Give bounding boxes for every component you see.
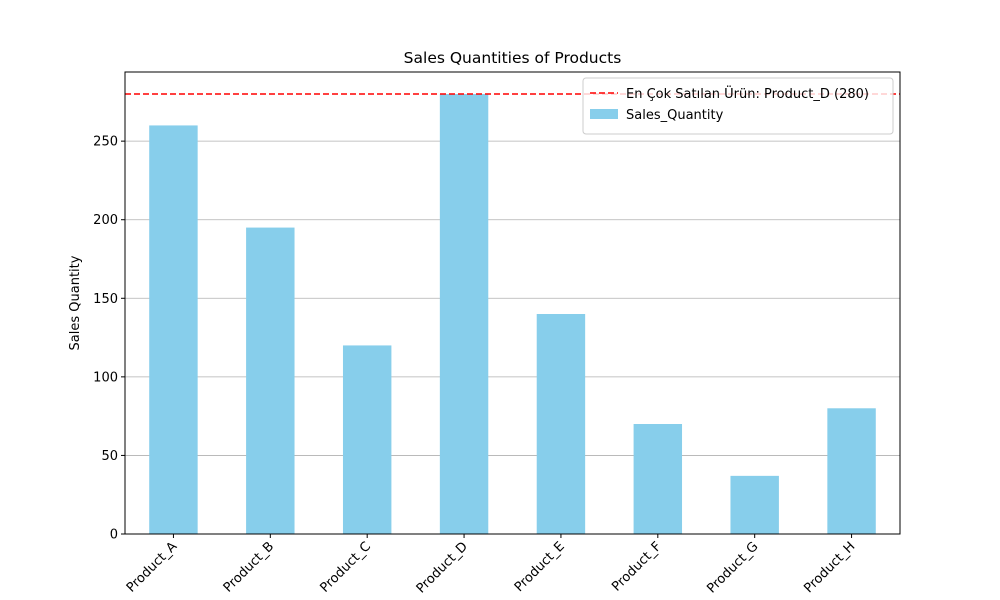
x-tick-label: Product_F bbox=[609, 539, 664, 594]
x-tick-label: Product_E bbox=[512, 539, 568, 595]
bar-product_f bbox=[633, 424, 683, 534]
plot-frame bbox=[124, 71, 901, 535]
bar-product_a bbox=[149, 125, 198, 534]
x-axis-ticks: Product_A Product_B Product_C Product_D Prod… bbox=[124, 534, 858, 596]
bars bbox=[149, 94, 876, 535]
legend-bar-swatch bbox=[590, 109, 618, 119]
legend-box bbox=[582, 77, 894, 135]
bar-product_e bbox=[536, 314, 586, 534]
y-tick-label: 200 bbox=[93, 213, 118, 228]
x-tick-label: Product_H bbox=[801, 539, 858, 596]
y-tick-label: 100 bbox=[93, 370, 118, 385]
legend-series-label: Sales_Quantity bbox=[626, 108, 724, 123]
y-tick-label: 250 bbox=[93, 135, 118, 150]
x-tick-label: Product_D bbox=[414, 539, 471, 596]
bar-product_c bbox=[342, 345, 392, 534]
grid-lines bbox=[125, 140, 900, 535]
x-tick-label: Product_B bbox=[221, 539, 277, 595]
bar-product_b bbox=[246, 227, 295, 535]
chart-title: Sales Quantities of Products bbox=[404, 49, 622, 67]
y-tick-label: 50 bbox=[101, 449, 118, 464]
y-axis-ticks: 0 50 100 150 200 250 bbox=[93, 135, 125, 543]
bar-product_h bbox=[827, 408, 876, 534]
x-tick-label: Product_G bbox=[704, 539, 761, 596]
y-tick-label: 0 bbox=[110, 528, 118, 543]
y-tick-label: 150 bbox=[93, 292, 118, 307]
bar-product_d bbox=[439, 94, 489, 534]
x-tick-label: Product_A bbox=[124, 539, 180, 595]
legend-reference-line-label: En Çok Satılan Ürün: Product_D (280) bbox=[626, 85, 869, 102]
legend: En Çok Satılan Ürün: Product_D (280) Sal… bbox=[582, 77, 894, 135]
y-axis-label: Sales Quantity bbox=[68, 255, 83, 350]
x-tick-label: Product_C bbox=[317, 539, 374, 596]
bar-product_g bbox=[730, 475, 779, 534]
